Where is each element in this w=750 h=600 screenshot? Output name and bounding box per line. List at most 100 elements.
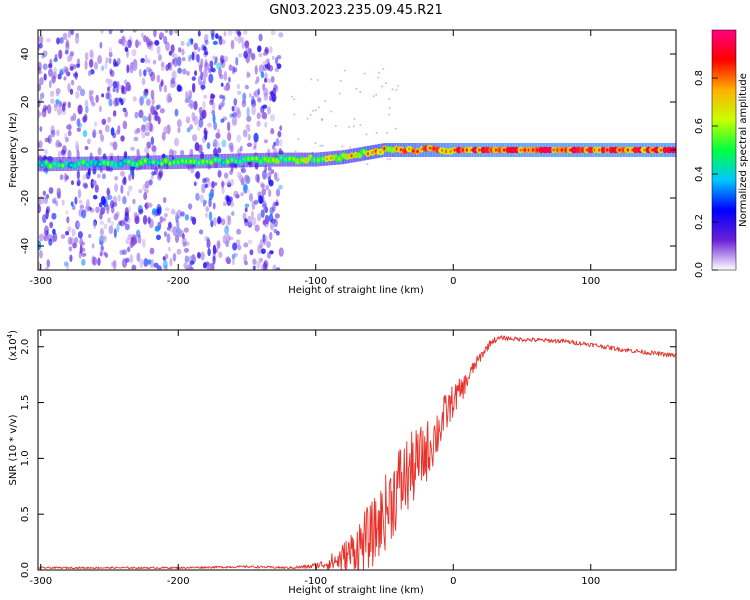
spectrogram-noise-cell (235, 56, 239, 66)
spectrogram-noise-cell (114, 176, 119, 181)
spectrogram-noise-cell (256, 260, 261, 269)
colorbar-ticks: 0.0 0.2 0.4 0.6 0.8 (694, 70, 718, 278)
spectrogram-noise-cell (221, 100, 225, 107)
spectrogram-noise-cell (117, 125, 121, 135)
spectrogram-noise-cell (227, 132, 232, 142)
spectrogram-noise-cell (291, 95, 294, 98)
spectrogram-noise-cell (193, 181, 197, 187)
spectrogram-noise-cell (254, 65, 258, 75)
spectrogram-noise-cell (242, 99, 246, 104)
spectrogram-noise-cell (229, 113, 234, 118)
spectrogram-ridge-core (156, 160, 159, 165)
spectrogram-noise-cell (267, 106, 271, 115)
spectrogram-noise-cell (79, 244, 83, 255)
spectrogram-noise-cell (38, 233, 44, 242)
spectrogram-noise-cell (200, 251, 205, 261)
spectrogram-noise-cell (165, 41, 170, 52)
spectrogram-noise-cell (212, 55, 216, 61)
spectrogram-noise-cell (183, 227, 189, 233)
spectrogram-noise-cell (113, 228, 117, 239)
spectrogram-noise-cell (114, 97, 120, 107)
spectrogram-noise-cell (269, 46, 273, 54)
spectrogram-noise-cell (250, 53, 256, 61)
spectrogram-noise-cell (163, 84, 168, 93)
spectrogram-noise-cell (88, 233, 92, 239)
spectrogram-y-tick-label: 40 (20, 48, 31, 61)
spectrogram-noise-cell (38, 261, 41, 270)
spectrogram-noise-cell (177, 67, 182, 74)
spectrogram-noise-cell (353, 118, 356, 121)
spectrogram-noise-cell (217, 147, 222, 154)
spectrogram-ridge-core (465, 148, 469, 152)
spectrogram-noise-cell (384, 81, 387, 84)
spectrogram-noise-cell (69, 51, 74, 57)
spectrogram-noise-cell (155, 105, 160, 111)
snr-frame (37, 329, 677, 571)
spectrogram-noise-cell (199, 114, 204, 121)
spectrogram-ridge-core (548, 148, 551, 152)
spectrogram-noise-cell (132, 63, 138, 72)
spectrogram-noise-cell (55, 91, 60, 97)
spectrogram-noise-cell (195, 171, 201, 180)
spectrogram-noise-cell (98, 105, 102, 113)
spectrogram-ridge-core (408, 147, 411, 151)
spectrogram-noise-cell (51, 75, 56, 84)
spectrogram-ridge-core (189, 159, 192, 164)
spectrogram-noise-cell (166, 226, 171, 231)
spectrogram-noise-cell (236, 83, 240, 90)
snr-y-tick-label: 2.0 (20, 339, 31, 355)
spectrogram-noise-cell (60, 234, 66, 239)
spectrogram-noise-cell (310, 78, 313, 81)
spectrogram-noise-cell (187, 57, 192, 62)
spectrogram-noise-cell (213, 60, 217, 66)
spectrogram-noise-cell (243, 184, 249, 191)
spectrogram-noise-cell (257, 99, 262, 104)
spectrogram-noise-cell (109, 68, 113, 75)
spectrogram-ridge-core (655, 148, 658, 152)
spectrogram-noise-cell (69, 254, 73, 262)
spectrogram-noise-cell (112, 259, 117, 270)
spectrogram-noise-cell (45, 37, 51, 43)
spectrogram-noise-cell (258, 64, 264, 74)
spectrogram-x-label: Height of straight line (km) (288, 285, 424, 296)
spectrogram-noise-cell (107, 86, 110, 92)
spectrogram-ridge-core (251, 157, 254, 161)
spectrogram-noise-cell (140, 32, 145, 39)
spectrogram-noise-cell (56, 37, 61, 45)
spectrogram-ridge-core (238, 160, 242, 164)
spectrogram-noise-cell (48, 68, 53, 77)
spectrogram-noise-cell (99, 41, 103, 49)
spectrogram-noise-cell (233, 190, 239, 198)
spectrogram-noise-cell (143, 34, 147, 43)
spectrogram-noise-cell (74, 35, 80, 44)
spectrogram-noise-cell (82, 174, 87, 181)
spectrogram-noise-cell (94, 184, 99, 193)
spectrogram-noise-cell (131, 49, 137, 57)
spectrogram-noise-cell (164, 207, 170, 212)
spectrogram-ridge-core (387, 147, 390, 151)
spectrogram-noise-cell (242, 212, 247, 221)
spectrogram-noise-cell (270, 128, 275, 135)
spectrogram-noise-cell (193, 42, 199, 51)
spectrogram-noise-cell (38, 142, 41, 148)
spectrogram-ridge-core (354, 153, 357, 157)
spectrogram-noise-cell (88, 92, 93, 101)
spectrogram-noise-cell (388, 97, 391, 100)
spectrogram-noise-cell (139, 258, 144, 268)
spectrogram-ridge-core (659, 148, 663, 152)
snr-x-tick-label: -100 (304, 576, 327, 587)
spectrogram-noise-cell (144, 88, 149, 93)
spectrogram-y-label: Frequency (Hz) (8, 112, 19, 188)
spectrogram-ridge-core (577, 148, 580, 152)
spectrogram-noise-cell (145, 202, 148, 211)
spectrogram-noise-cell (147, 38, 152, 47)
spectrogram-noise-cell (241, 41, 245, 49)
spectrogram-ridge-core (309, 156, 312, 160)
spectrogram-noise-cell (242, 30, 248, 36)
spectrogram-noise-cell (267, 166, 272, 171)
spectrogram-noise-cell (122, 39, 128, 48)
spectrogram-noise-cell (255, 173, 260, 183)
snr-x-tick-label: -200 (167, 576, 190, 587)
spectrogram-noise-cell (76, 169, 80, 180)
